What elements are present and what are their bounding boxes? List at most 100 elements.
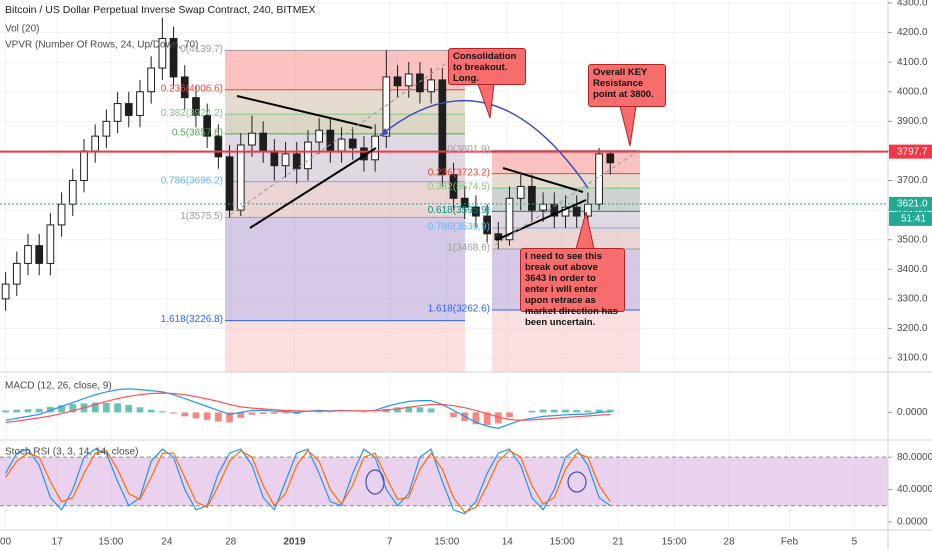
candle-body bbox=[57, 203, 66, 226]
pointer bbox=[477, 83, 495, 119]
marks bbox=[0, 17, 888, 515]
fib-label: 0(4139.7) bbox=[180, 44, 223, 55]
candle-body bbox=[348, 138, 357, 149]
fib-band bbox=[492, 227, 640, 250]
candle-body bbox=[505, 197, 514, 241]
circle bbox=[365, 469, 385, 495]
x-tick-label: 15:00 bbox=[434, 537, 459, 548]
fib-label: 1.618(3226.8) bbox=[161, 314, 223, 325]
candle-body bbox=[595, 153, 603, 205]
y-tick-label: 0.0000 bbox=[897, 407, 928, 418]
candle-body bbox=[225, 156, 234, 211]
fib-label: 0.786(3539.9) bbox=[428, 222, 490, 233]
fib-band bbox=[492, 150, 640, 174]
candle-body bbox=[1, 283, 10, 300]
candle-body bbox=[214, 135, 223, 158]
macd-histogram-bar bbox=[237, 412, 245, 418]
y-tick-label: 0.0000 bbox=[897, 517, 928, 528]
candle-body bbox=[46, 224, 55, 264]
macd-histogram-bar bbox=[24, 409, 32, 413]
candle-body bbox=[113, 103, 122, 122]
dashed-line bbox=[494, 149, 641, 246]
arrow-head bbox=[380, 128, 389, 136]
fib-label: 0.382(3674.5) bbox=[428, 182, 490, 193]
macd-histogram-bar bbox=[472, 412, 480, 425]
y-tick-label: 3700.0 bbox=[897, 175, 928, 186]
macd-histogram-bar bbox=[595, 409, 603, 413]
candle-body bbox=[438, 79, 447, 176]
circle bbox=[567, 471, 587, 493]
macd-histogram-bar bbox=[494, 412, 502, 424]
series-line bbox=[5, 449, 611, 513]
candle-body bbox=[416, 73, 424, 93]
y-tick-label: 3900.0 bbox=[897, 116, 928, 127]
macd-histogram-bar bbox=[91, 402, 99, 413]
y-tick-label: 3500.0 bbox=[897, 234, 928, 245]
macd-histogram-bar bbox=[270, 412, 278, 414]
candle-body bbox=[236, 144, 245, 211]
candle-body bbox=[270, 150, 279, 167]
candle-body bbox=[315, 129, 324, 143]
macd-histogram-bar bbox=[539, 409, 547, 413]
pointer bbox=[619, 105, 637, 147]
candle-body bbox=[472, 206, 480, 217]
candle-body bbox=[124, 103, 133, 116]
macd-histogram-bar bbox=[114, 403, 121, 413]
macd-histogram-bar bbox=[192, 412, 200, 419]
trend-line bbox=[495, 199, 587, 241]
y-tick-label: 80.0000 bbox=[897, 452, 932, 463]
macd-histogram-bar bbox=[259, 412, 267, 414]
y-tick-label: 4100.0 bbox=[897, 57, 928, 68]
drawings bbox=[229, 49, 641, 495]
candle-body bbox=[102, 120, 111, 137]
countdown: 51:41 bbox=[901, 214, 926, 225]
x-tick-label: 7 bbox=[387, 537, 393, 548]
candle-body bbox=[158, 37, 167, 69]
macd-histogram-bar bbox=[125, 404, 133, 413]
fib-zone bbox=[225, 50, 465, 372]
macd-histogram-bar bbox=[450, 412, 457, 418]
macd-histogram-bar bbox=[506, 412, 513, 418]
annotation: Consolidation to breakout. Long. bbox=[448, 48, 526, 85]
macd-histogram-bar bbox=[293, 412, 301, 414]
y-tick-label: 3200.0 bbox=[897, 323, 928, 334]
candle-body bbox=[80, 150, 88, 182]
indicator-label: VPVR (Number Of Rows, 24, Up/Down, 70) bbox=[5, 40, 198, 51]
macd-histogram-bar bbox=[315, 411, 323, 413]
candle-body bbox=[304, 141, 312, 170]
candle-body bbox=[326, 129, 335, 152]
fib-band bbox=[492, 211, 640, 228]
dashed-line bbox=[229, 49, 466, 216]
macd-histogram-bar bbox=[103, 402, 110, 413]
macd-histogram-bar bbox=[394, 407, 401, 413]
macd-histogram-bar bbox=[550, 409, 558, 413]
price-label-box bbox=[889, 196, 932, 211]
trend-line bbox=[249, 147, 377, 229]
candle-body bbox=[460, 197, 469, 208]
candle-body bbox=[584, 203, 592, 217]
candle-body bbox=[169, 37, 178, 78]
candle-body bbox=[192, 97, 200, 116]
candle-body bbox=[550, 203, 559, 217]
macd-histogram-bar bbox=[147, 409, 155, 413]
candle-body bbox=[449, 174, 458, 199]
candle-body bbox=[136, 91, 144, 116]
fib-band bbox=[225, 114, 465, 134]
candle-body bbox=[281, 153, 290, 167]
candle-body bbox=[393, 76, 402, 87]
macd-histogram-bar bbox=[573, 410, 581, 413]
x-tick-label: Feb bbox=[781, 537, 799, 548]
fib-label: 0(3801.9) bbox=[447, 144, 490, 155]
macd-histogram-bar bbox=[159, 411, 166, 413]
macd-histogram-bar bbox=[203, 412, 211, 420]
candle-body bbox=[572, 206, 581, 217]
x-tick-label: 15:00 bbox=[662, 537, 687, 548]
macd-histogram-bar bbox=[528, 410, 536, 413]
y-tick-label: 3400.0 bbox=[897, 264, 928, 275]
candle-body bbox=[528, 185, 536, 211]
fib-label: 0.382(3924.2) bbox=[161, 108, 223, 119]
macd-histogram-bar bbox=[181, 412, 189, 417]
x-tick-label: 00 bbox=[0, 537, 12, 548]
candle-body bbox=[292, 153, 301, 170]
price-label: 3797.7 bbox=[897, 146, 928, 157]
